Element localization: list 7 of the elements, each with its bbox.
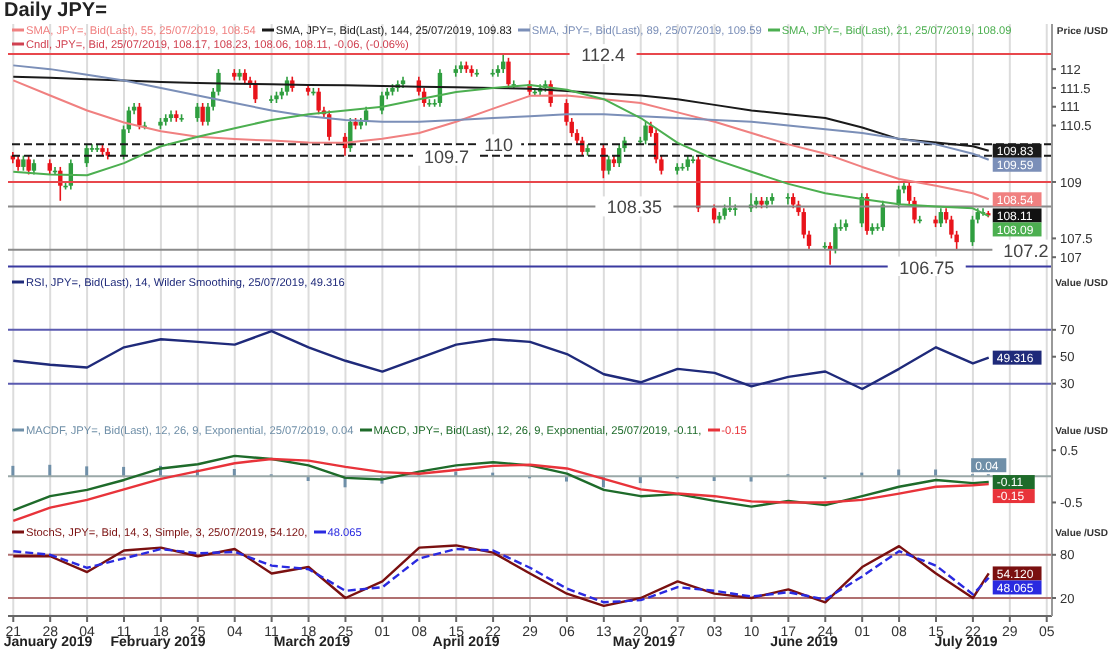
ref-line-label: 109.7	[423, 146, 470, 167]
ref-line-label: 110	[484, 135, 514, 156]
ref-line-label: 112.4	[581, 45, 625, 66]
ref-line-label: 107.2	[1003, 240, 1049, 261]
chart-title: Daily JPY=	[4, 0, 107, 22]
ref-line-label: 106.75	[899, 257, 955, 278]
ref-line-label: 108.35	[606, 197, 662, 218]
